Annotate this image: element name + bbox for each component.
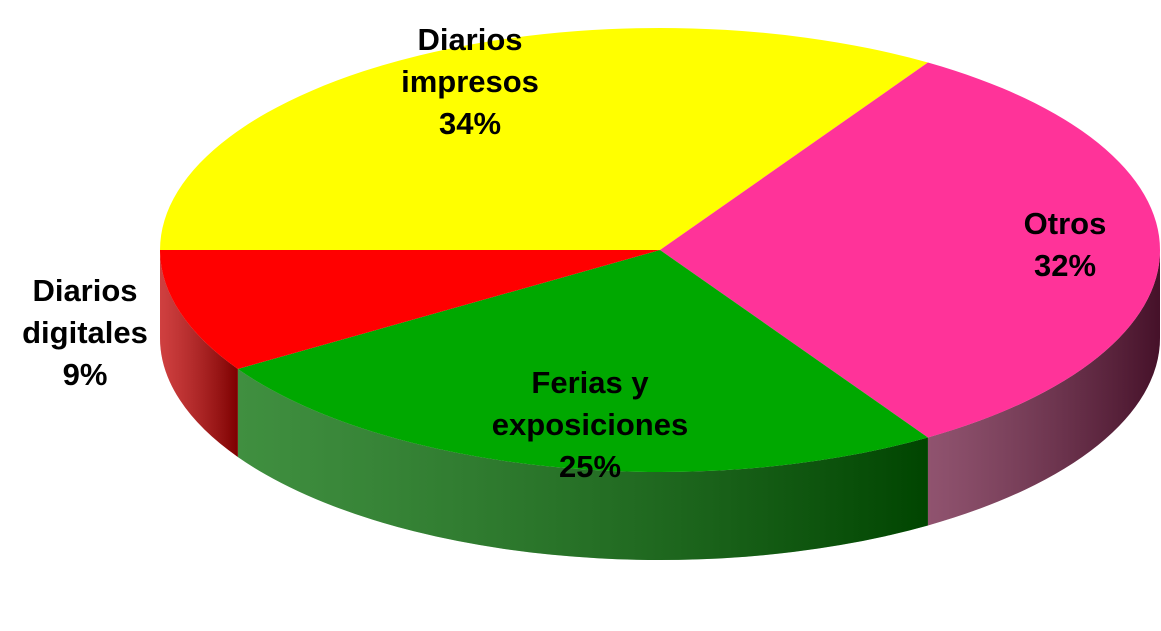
category-label: Diarios digitales [22,273,148,350]
value-label: 9% [62,357,108,392]
slice-side-shade [927,250,1160,526]
value-label: 25% [558,449,622,484]
value-label: 34% [438,106,502,141]
data-label: Diarios impresos 34% [375,19,565,145]
data-label: Ferias y exposiciones 25% [460,362,720,488]
category-label: Otros [1023,206,1107,241]
slice-side-shade [160,250,238,457]
slice [237,250,928,473]
slice [160,250,660,369]
data-label: Diarios digitales 9% [0,270,170,396]
category-label: Ferias y exposiciones [491,365,689,442]
slice-side-shade [237,368,928,560]
slice [160,27,928,251]
slice [660,62,1161,438]
value-label: 32% [1033,248,1097,283]
category-label: Diarios impresos [401,22,539,99]
data-label: Otros 32% [985,203,1145,287]
